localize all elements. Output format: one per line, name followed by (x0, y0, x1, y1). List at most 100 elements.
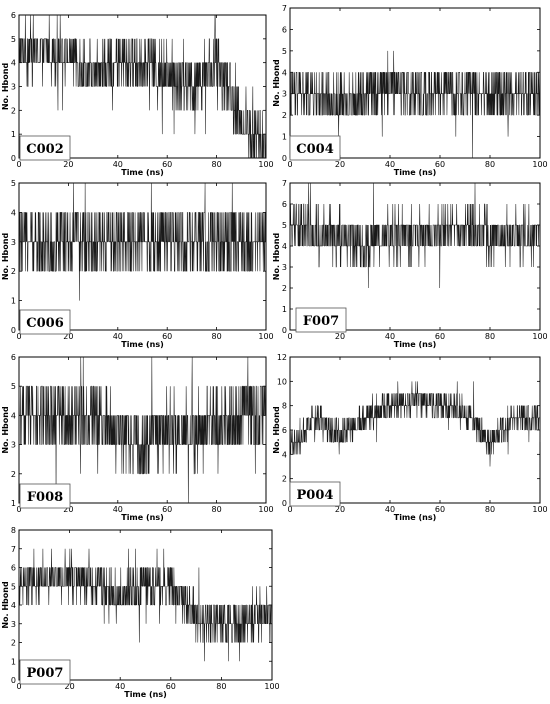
hbond-series-line (289, 50, 540, 159)
x-axis-title: Time (ns) (121, 513, 164, 522)
x-tick-label: 60 (166, 682, 176, 691)
x-tick-label: 40 (113, 160, 123, 169)
y-tick-label: 1 (282, 133, 287, 142)
y-tick-label: 2 (11, 639, 16, 648)
panel-tag-label: P004 (297, 488, 334, 503)
plot-frame (18, 529, 273, 681)
panel-tag-label: C004 (296, 142, 333, 157)
y-axis-title: No. Hbond (1, 406, 10, 454)
y-tick-label: 7 (282, 4, 287, 13)
y-tick-label: 0 (11, 326, 16, 335)
y-tick-label: 8 (282, 402, 287, 411)
x-tick-label: 0 (16, 682, 21, 691)
y-tick-label: 2 (11, 267, 16, 276)
x-tick-label: 80 (485, 332, 495, 341)
x-tick-label: 100 (264, 682, 279, 691)
y-tick-label: 1 (11, 499, 16, 508)
panel-c004: 0 1 2 3 4 5 6 7 0 20 40 60 80 100 Time (ns) No. Hbond C0… (272, 4, 548, 177)
y-tick-label: 10 (277, 377, 287, 386)
y-tick-label: 0 (282, 154, 287, 163)
y-tick-label: 5 (282, 47, 287, 56)
x-tick-label: 100 (258, 505, 273, 514)
y-tick-label: 4 (11, 59, 16, 68)
x-axis-title: Time (ns) (394, 168, 437, 177)
x-tick-label: 80 (216, 682, 226, 691)
hbond-series-line (290, 381, 541, 467)
x-tick-label: 60 (435, 505, 445, 514)
x-tick-label: 60 (162, 332, 172, 341)
x-tick-label: 0 (287, 160, 292, 169)
x-axis-title: Time (ns) (394, 513, 437, 522)
y-axis-title: No. Hbond (1, 233, 10, 281)
panel-tag-box (19, 483, 71, 509)
y-tick-label: 0 (11, 154, 16, 163)
panel-tag-label: F008 (27, 490, 63, 505)
x-tick-label: 0 (16, 332, 21, 341)
panel-tag-label: C002 (26, 142, 63, 157)
x-tick-label: 20 (335, 160, 345, 169)
x-tick-label: 20 (335, 505, 345, 514)
y-tick-label: 3 (11, 238, 16, 247)
panel-tag-label: F007 (303, 314, 339, 329)
y-tick-label: 5 (11, 382, 16, 391)
y-axis-title: No. Hbond (1, 581, 10, 629)
y-tick-label: 5 (11, 35, 16, 44)
panel-tag-box (19, 135, 71, 161)
x-tick-label: 40 (385, 332, 395, 341)
y-tick-label: 4 (282, 450, 287, 459)
x-tick-label: 80 (212, 505, 222, 514)
y-tick-label: 7 (282, 179, 287, 188)
y-tick-label: 0 (282, 326, 287, 335)
x-tick-label: 20 (63, 505, 73, 514)
y-tick-label: 2 (11, 470, 16, 479)
x-tick-label: 0 (287, 505, 292, 514)
y-axis-title: No. Hbond (272, 59, 281, 107)
panel-tag-box (295, 307, 347, 333)
y-tick-label: 6 (282, 25, 287, 34)
panel-tag-label: C006 (26, 316, 63, 331)
hbond-series-line (290, 182, 540, 289)
x-tick-label: 80 (212, 160, 222, 169)
panel-tag-box (289, 481, 341, 507)
x-tick-label: 60 (162, 505, 172, 514)
x-tick-label: 40 (385, 160, 395, 169)
x-axis-title: Time (ns) (121, 340, 164, 349)
y-tick-label: 6 (11, 564, 16, 573)
panel-tag-box (19, 659, 71, 685)
panel-f007: 0 1 2 3 4 5 6 7 0 20 40 60 80 100 Time (ns) No. Hbond F0… (272, 179, 548, 349)
x-tick-label: 100 (532, 332, 547, 341)
y-tick-label: 4 (282, 68, 287, 77)
y-tick-label: 0 (282, 499, 287, 508)
y-tick-label: 12 (277, 353, 287, 362)
y-tick-label: 2 (282, 284, 287, 293)
y-axis-title: No. Hbond (1, 63, 10, 111)
y-tick-label: 1 (11, 130, 16, 139)
y-tick-label: 8 (11, 526, 16, 535)
x-tick-label: 80 (485, 505, 495, 514)
y-tick-label: 3 (11, 620, 16, 629)
panel-c006: 0 1 2 3 4 5 0 20 40 60 80 100 Time (ns) No. Hbond C006 (1, 179, 274, 349)
x-tick-label: 80 (212, 332, 222, 341)
y-tick-label: 3 (11, 83, 16, 92)
y-tick-label: 2 (282, 111, 287, 120)
y-tick-label: 6 (11, 11, 16, 20)
y-tick-label: 6 (282, 426, 287, 435)
x-axis-title: Time (ns) (121, 168, 164, 177)
plot-frame (289, 182, 541, 331)
y-tick-label: 1 (11, 297, 16, 306)
x-tick-label: 0 (16, 160, 21, 169)
y-tick-label: 5 (11, 179, 16, 188)
y-tick-label: 2 (11, 106, 16, 115)
x-tick-label: 0 (287, 332, 292, 341)
y-tick-label: 6 (282, 200, 287, 209)
hbond-series-line (18, 548, 273, 662)
y-tick-label: 4 (11, 411, 16, 420)
y-tick-label: 5 (282, 221, 287, 230)
x-tick-label: 20 (335, 332, 345, 341)
x-tick-label: 40 (113, 505, 123, 514)
y-tick-label: 0 (11, 676, 16, 685)
panel-tag-box (289, 135, 341, 161)
x-tick-label: 100 (258, 332, 273, 341)
